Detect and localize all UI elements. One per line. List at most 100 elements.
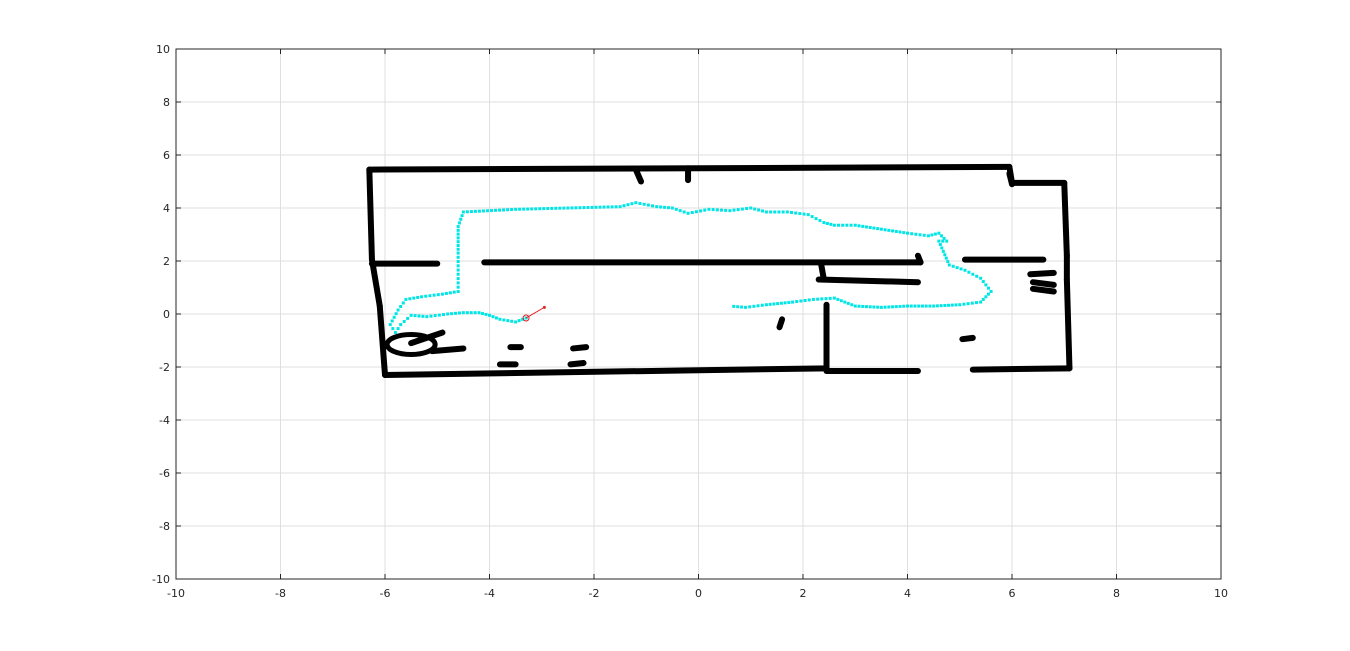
- map-wall-segment: [567, 360, 587, 368]
- trajectory-point: [768, 302, 772, 306]
- trajectory-point: [521, 317, 525, 321]
- trajectory-point: [970, 301, 974, 305]
- trajectory-point: [883, 228, 887, 232]
- trajectory-point: [646, 203, 650, 207]
- map-wall-segment: [1063, 276, 1073, 372]
- trajectory-point: [783, 301, 787, 305]
- trajectory-point: [602, 205, 606, 209]
- trajectory-point: [481, 312, 485, 316]
- trajectory-point: [914, 232, 918, 236]
- trajectory-point: [446, 312, 450, 316]
- trajectory-point: [392, 315, 396, 319]
- trajectory-point: [753, 207, 757, 211]
- trajectory-point: [966, 302, 970, 306]
- trajectory-point: [670, 206, 674, 210]
- trajectory-point: [937, 231, 941, 235]
- trajectory-point: [393, 331, 397, 335]
- trajectory-point: [484, 312, 488, 316]
- trajectory-point: [736, 208, 740, 212]
- trajectory-point: [989, 289, 993, 293]
- trajectory-point: [642, 202, 646, 206]
- trajectory-point: [943, 253, 947, 257]
- trajectory-point: [456, 251, 460, 255]
- trajectory-point: [937, 239, 941, 243]
- trajectory-point: [404, 297, 408, 301]
- trajectory-point: [456, 243, 460, 247]
- trajectory-point: [846, 301, 850, 305]
- y-tick-label: -6: [159, 467, 170, 480]
- trajectory-point: [622, 204, 626, 208]
- trajectory-point: [820, 297, 824, 301]
- trajectory-point: [429, 314, 433, 318]
- trajectory-point: [465, 210, 469, 214]
- trajectory-point: [772, 302, 776, 306]
- trajectory-point: [399, 323, 403, 327]
- trajectory-point: [732, 304, 736, 308]
- trajectory-point: [586, 205, 590, 209]
- trajectory-point: [406, 316, 410, 320]
- trajectory-point: [399, 304, 403, 308]
- robot-pose: [522, 305, 546, 322]
- trajectory-point: [913, 304, 917, 308]
- trajectory-point: [391, 327, 395, 331]
- trajectory-point: [432, 293, 436, 297]
- trajectory-point: [530, 207, 534, 211]
- trajectory-point: [745, 207, 749, 211]
- trajectory-point: [566, 206, 570, 210]
- trajectory-point: [452, 290, 456, 294]
- trajectory-point: [699, 209, 703, 213]
- trajectory-point: [481, 209, 485, 213]
- trajectory-point: [558, 206, 562, 210]
- trajectory-point: [457, 311, 461, 315]
- trajectory-point: [749, 206, 753, 210]
- trajectory-point: [574, 206, 578, 210]
- trajectory-point: [740, 305, 744, 309]
- trajectory-point: [879, 227, 883, 231]
- trajectory-point: [412, 296, 416, 300]
- trajectory-point: [425, 315, 429, 319]
- trajectory-point: [663, 205, 667, 209]
- trajectory-point: [388, 323, 392, 327]
- trajectory-point: [781, 210, 785, 214]
- robot-position-marker: [522, 314, 530, 322]
- trajectory-point: [829, 222, 833, 226]
- axis-ticks: -10 -8 -6 -4 -2 0 2 4 6 8 10 -10 -8 -6 -4 -2 0 2 4 6 8 10: [152, 43, 1228, 600]
- trajectory-point: [546, 207, 550, 211]
- trajectory-point: [837, 223, 841, 227]
- map-wall-segment: [1027, 269, 1057, 278]
- trajectory-point: [898, 230, 902, 234]
- trajectory-point: [954, 303, 958, 307]
- trajectory-point: [971, 272, 975, 276]
- trajectory-point: [550, 206, 554, 210]
- trajectory-point: [498, 317, 502, 321]
- trajectory-point: [876, 227, 880, 231]
- trajectory-point: [498, 208, 502, 212]
- trajectory-point: [554, 206, 558, 210]
- trajectory-point: [974, 301, 978, 305]
- trajectory-point: [494, 208, 498, 212]
- trajectory-point: [578, 206, 582, 210]
- trajectory-point: [932, 304, 936, 308]
- trajectory-point: [469, 311, 473, 315]
- y-tick-label: 4: [163, 202, 170, 215]
- trajectory-point: [456, 289, 460, 293]
- trajectory-point: [666, 206, 670, 210]
- trajectory-point: [465, 311, 469, 315]
- trajectory-point: [928, 304, 932, 308]
- trajectory-point: [526, 207, 530, 211]
- trajectory-point: [850, 303, 854, 307]
- trajectory-point: [506, 319, 510, 323]
- trajectory-point: [402, 320, 406, 324]
- trajectory-point: [868, 225, 872, 229]
- map-obstacle-ring: [384, 331, 438, 357]
- trajectory-point: [760, 303, 764, 307]
- trajectory-point: [853, 304, 857, 308]
- trajectory-point: [457, 221, 461, 225]
- trajectory-point: [764, 303, 768, 307]
- trajectory-point: [861, 304, 865, 308]
- trajectory-point: [935, 304, 939, 308]
- map-wall-segment: [376, 303, 388, 378]
- trajectory-point: [444, 291, 448, 295]
- x-tick-label: 8: [1113, 587, 1120, 600]
- trajectory-point: [606, 205, 610, 209]
